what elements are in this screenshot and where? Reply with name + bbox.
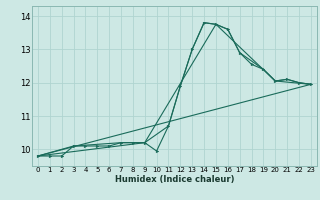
X-axis label: Humidex (Indice chaleur): Humidex (Indice chaleur) <box>115 175 234 184</box>
